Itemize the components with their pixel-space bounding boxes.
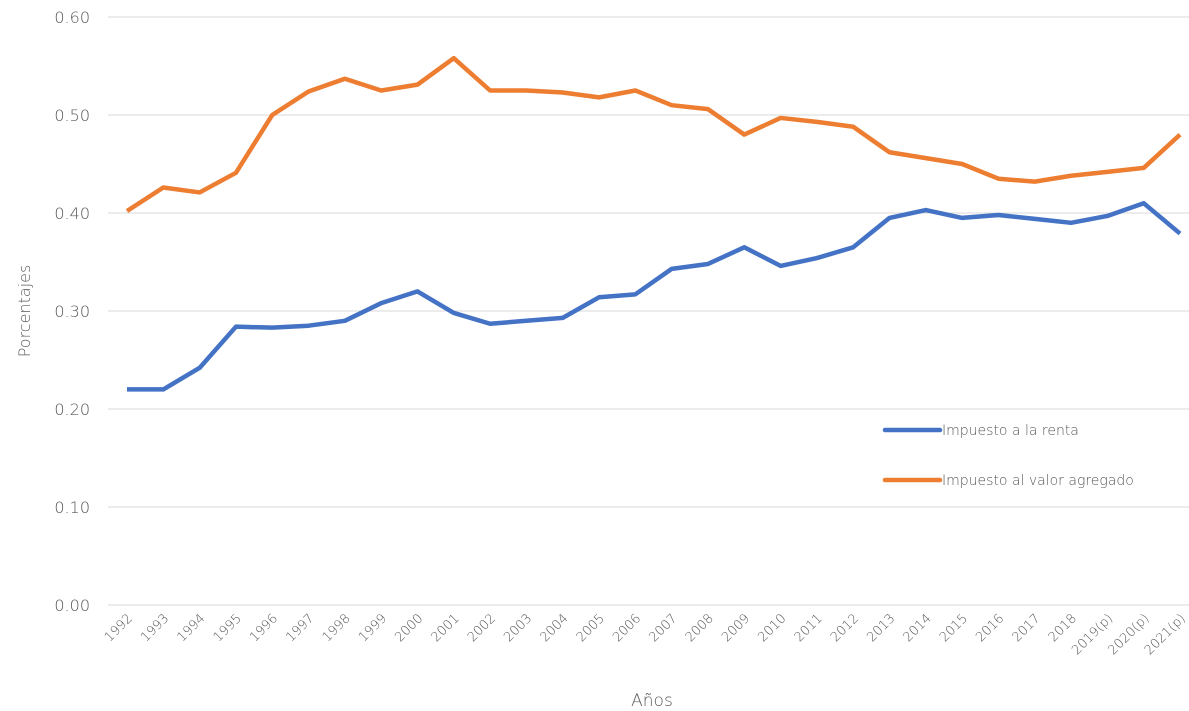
y-axis-label: Porcentajes: [15, 265, 34, 358]
x-tick-label: 1994: [174, 611, 208, 645]
y-tick-label: 0.30: [54, 302, 90, 321]
x-tick-label: 2012: [828, 611, 862, 645]
x-tick-label: 2006: [610, 611, 644, 645]
x-tick-label: 2015: [937, 611, 971, 645]
y-tick-label: 0.10: [54, 498, 90, 517]
x-tick-label: 1993: [138, 611, 172, 645]
x-tick-label: 1997: [283, 611, 317, 645]
series-line: [125, 55, 1182, 213]
x-tick-label: 1996: [247, 611, 281, 645]
x-tick-label: 2004: [538, 611, 572, 645]
y-tick-label: 0.50: [54, 106, 90, 125]
x-tick-label: 1998: [320, 611, 354, 645]
x-tick-label: 2002: [465, 611, 499, 645]
x-tick-label: 2008: [683, 611, 717, 645]
y-tick-label: 0.60: [54, 8, 90, 27]
x-tick-label: 2013: [864, 611, 898, 645]
x-tick-label: 2000: [392, 611, 426, 645]
legend-label: Impuesto al valor agregado: [942, 473, 1134, 489]
x-tick-label: 2018: [1046, 611, 1080, 645]
x-tick-label: 1992: [102, 611, 136, 645]
x-tick-label: 2005: [574, 611, 608, 645]
x-tick-label: 2003: [501, 611, 535, 645]
y-tick-label: 0.20: [54, 400, 90, 419]
x-tick-label: 2001: [429, 611, 463, 645]
x-tick-label: 2017: [1010, 611, 1044, 645]
x-tick-label: 2011: [792, 611, 826, 645]
x-tick-label: 2009: [719, 611, 753, 645]
x-axis-label: Años: [631, 691, 673, 711]
legend-label: Impuesto a la renta: [942, 423, 1079, 439]
x-tick-label: 2016: [973, 611, 1007, 645]
series-line: [127, 200, 1182, 392]
y-tick-label: 0.40: [54, 204, 90, 223]
y-tick-label: 0.00: [54, 596, 90, 615]
x-tick-label: 2007: [646, 611, 680, 645]
x-tick-label: 2014: [901, 611, 935, 645]
x-tick-label: 2010: [755, 611, 789, 645]
x-tick-label: 1995: [211, 611, 245, 645]
x-tick-label: 1999: [356, 611, 390, 645]
